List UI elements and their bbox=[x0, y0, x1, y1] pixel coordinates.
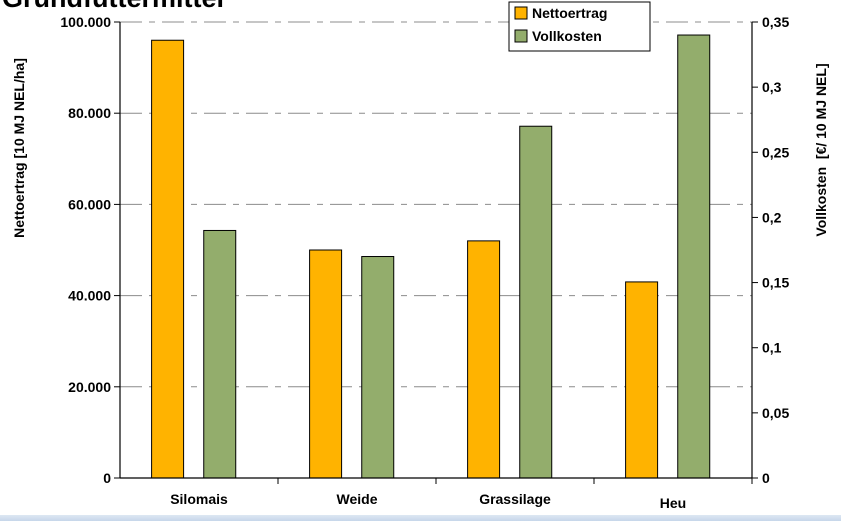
legend-swatch-vollkosten bbox=[514, 29, 528, 43]
right-tick-label: 0,05 bbox=[762, 405, 789, 421]
right-axis-label: Vollkosten [€/ 10 MJ NEL] bbox=[813, 63, 829, 236]
bar-nettoertrag-silomais bbox=[151, 39, 185, 479]
legend-swatch-nettoertrag bbox=[514, 6, 528, 20]
category-label: Silomais bbox=[170, 491, 228, 507]
category-label: Weide bbox=[337, 491, 378, 507]
category-label: Grassilage bbox=[479, 491, 551, 507]
left-tick-label: 80.000 bbox=[68, 105, 111, 121]
right-tick-label: 0,3 bbox=[762, 79, 782, 95]
right-tick-label: 0 bbox=[762, 470, 770, 486]
bar-vollkosten-silomais bbox=[203, 229, 237, 479]
bar-nettoertrag-grassilage bbox=[467, 240, 501, 479]
category-labels: Silomais Weide Grassilage Heu bbox=[170, 478, 753, 511]
bar-nettoertrag-heu bbox=[625, 281, 659, 479]
left-tick-label: 100.000 bbox=[60, 14, 111, 30]
legend-box bbox=[508, 1, 651, 52]
right-axis-ticks: 0 0,05 0,1 0,15 0,2 0,25 0,3 0,35 bbox=[752, 14, 789, 486]
category-label: Heu bbox=[660, 495, 686, 511]
right-tick-label: 0,15 bbox=[762, 275, 789, 291]
bar-vollkosten-heu bbox=[677, 34, 711, 479]
right-tick-label: 0,35 bbox=[762, 14, 789, 30]
right-tick-label: 0,25 bbox=[762, 144, 789, 160]
bottom-strip bbox=[0, 515, 841, 521]
left-tick-label: 0 bbox=[103, 470, 111, 486]
left-tick-label: 60.000 bbox=[68, 196, 111, 212]
left-tick-label: 20.000 bbox=[68, 379, 111, 395]
right-tick-label: 0,2 bbox=[762, 209, 782, 225]
legend: Nettoertrag Vollkosten bbox=[508, 1, 651, 52]
bar-vollkosten-grassilage bbox=[519, 125, 553, 479]
legend-label-nettoertrag: Nettoertrag bbox=[532, 5, 607, 21]
legend-label-vollkosten: Vollkosten bbox=[532, 28, 602, 44]
right-tick-label: 0,1 bbox=[762, 340, 782, 356]
bars bbox=[151, 34, 711, 479]
chart-title: Grundfuttermittel bbox=[2, 0, 224, 13]
bar-nettoertrag-weide bbox=[309, 249, 343, 479]
left-tick-label: 40.000 bbox=[68, 288, 111, 304]
left-axis-ticks: 0 20.000 40.000 60.000 80.000 100.000 bbox=[60, 14, 120, 486]
left-axis-label: Nettoertrag [10 MJ NEL/ha] bbox=[11, 58, 27, 238]
bar-vollkosten-weide bbox=[361, 256, 395, 479]
